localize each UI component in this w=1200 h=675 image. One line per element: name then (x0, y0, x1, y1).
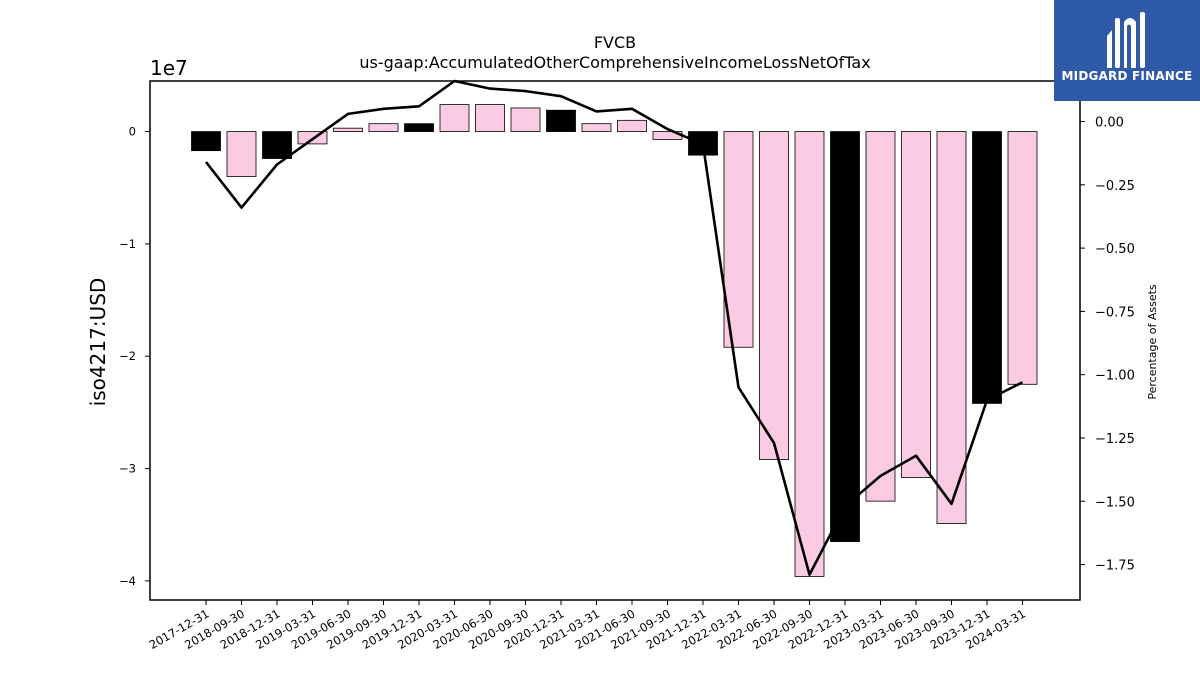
bar-2022-06-30 (759, 131, 789, 460)
line-group (204, 79, 1024, 577)
bar-2022-09-30 (794, 131, 825, 577)
chart-title: FVCB (594, 33, 636, 52)
bar-2018-09-30 (226, 131, 257, 177)
y2-tick-label: −1.50 (1095, 495, 1135, 510)
y2-tick-label: −1.75 (1095, 559, 1135, 574)
y2-tick-label: 0.00 (1095, 116, 1124, 131)
bar-2020-12-31 (546, 109, 576, 132)
y2-tick-label: −1.00 (1095, 369, 1135, 384)
plot-frame (149, 80, 1081, 601)
y-tick-label: −3 (119, 462, 136, 476)
y2-tick-label: −0.75 (1095, 305, 1135, 320)
bar-2023-06-30 (901, 131, 931, 478)
bar-2020-03-31 (439, 104, 470, 132)
percentage-line (204, 79, 1024, 577)
y-tick-label: −4 (119, 574, 136, 588)
bar-2019-06-30 (333, 127, 363, 132)
bar-2019-12-31 (404, 123, 434, 132)
y2-tick-label: −0.25 (1095, 179, 1135, 194)
y2-tick-label: −1.25 (1095, 432, 1135, 447)
y-tick-label: 0 (129, 125, 136, 139)
y2-tick-label: −0.50 (1095, 242, 1135, 257)
bar-2020-09-30 (510, 107, 541, 132)
bar-2024-03-31 (1007, 131, 1038, 385)
y-tick-label: −2 (119, 349, 136, 363)
y-tick-label: −1 (119, 237, 136, 251)
bar-2019-09-30 (368, 123, 399, 132)
y-offset-label: 1e7 (150, 56, 188, 80)
y2-ticks: 0.00 −0.25 −0.50 −0.75 −1.00 −1.25 −1.50 −1.75 (1080, 116, 1135, 574)
bar-2023-09-30 (936, 131, 967, 525)
y-axis-label: iso4217:USD (86, 278, 110, 407)
bar-2017-12-31 (191, 131, 221, 152)
bars-group (191, 104, 1038, 577)
bar-2018-12-31 (262, 131, 292, 159)
bar-2023-12-31 (972, 131, 1002, 404)
y-ticks: 0 −1 −2 −3 −4 (119, 125, 150, 588)
x-ticks: 2017-12-312018-09-302018-12-312019-03-31… (147, 600, 1028, 652)
bar-2023-03-31 (865, 131, 896, 502)
midgard-logo-icon (1107, 12, 1145, 68)
bar-2020-06-30 (475, 104, 505, 132)
bar-2022-03-31 (723, 131, 754, 348)
bar-2021-03-31 (581, 123, 612, 132)
chart-subtitle: us-gaap:AccumulatedOtherComprehensiveInc… (359, 53, 870, 72)
y2-axis-label: Percentage of Assets (1146, 284, 1159, 400)
brand-logo: MIDGARD FINANCE (1054, 0, 1200, 101)
bar-2021-06-30 (617, 119, 647, 132)
bar-2022-12-31 (830, 131, 860, 542)
logo-text: MIDGARD FINANCE (1061, 69, 1193, 83)
